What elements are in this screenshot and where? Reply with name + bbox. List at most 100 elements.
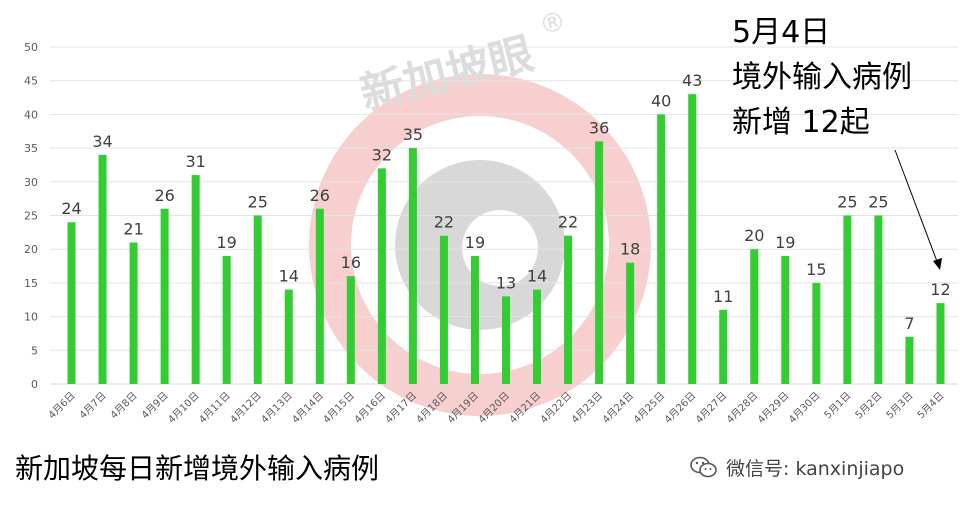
callout-subject: 境外输入病例 — [732, 60, 912, 95]
bar — [781, 255, 790, 384]
data-label: 34 — [92, 132, 112, 151]
wechat-id: 微信号: kanxinjiapo — [690, 452, 904, 482]
x-tick-label: 4月8日 — [108, 390, 140, 422]
x-tick-label: 4月16日 — [352, 390, 388, 426]
bar — [346, 276, 355, 384]
bar — [191, 175, 200, 384]
data-label: 11 — [713, 287, 733, 306]
data-label: 25 — [837, 193, 857, 212]
bar — [874, 215, 883, 384]
data-label: 21 — [123, 219, 143, 238]
x-tick-label: 4月24日 — [600, 390, 636, 426]
data-label: 26 — [154, 186, 174, 205]
data-label: 22 — [558, 213, 578, 232]
data-labels: 24 34 21 26 31 19 25 14 26 16 32 35 22 19 13 14 22 36 18 40… — [61, 71, 950, 333]
watermark-dot — [462, 210, 538, 286]
bar — [315, 208, 324, 384]
watermark: 新加坡眼 ® — [309, 6, 651, 416]
x-tick-label: 4月28日 — [724, 390, 760, 426]
y-tick-label: 30 — [24, 176, 38, 189]
bar — [160, 208, 169, 384]
data-label: 19 — [217, 233, 237, 252]
bar — [222, 255, 231, 384]
y-tick-label: 45 — [24, 75, 38, 88]
bar — [284, 289, 293, 384]
data-label: 13 — [496, 273, 516, 292]
data-label: 20 — [744, 226, 764, 245]
wechat-label: 微信号: kanxinjiapo — [726, 457, 905, 480]
data-label: 32 — [372, 145, 392, 164]
x-tick-label: 4月6日 — [46, 390, 78, 422]
y-axis: 0 5 10 15 20 25 30 35 40 45 50 — [24, 41, 38, 391]
callout-date: 5月4日 — [732, 15, 831, 50]
x-tick-label: 4月9日 — [139, 390, 171, 422]
data-label: 14 — [527, 267, 547, 286]
data-label: 19 — [465, 233, 485, 252]
bar — [812, 282, 821, 384]
bar — [408, 148, 417, 384]
y-tick-label: 40 — [24, 108, 38, 121]
y-tick-label: 35 — [24, 142, 38, 155]
x-tick-label: 4月13日 — [259, 390, 295, 426]
x-tick-label: 5月2日 — [853, 390, 885, 422]
chart-title: 新加坡每日新增境外输入病例 — [15, 452, 380, 485]
y-tick-label: 10 — [24, 311, 38, 324]
x-tick-label: 4月14日 — [290, 390, 326, 426]
x-tick-label: 4月15日 — [321, 390, 357, 426]
bar — [502, 296, 510, 384]
bar — [936, 303, 945, 384]
data-label: 36 — [589, 118, 609, 137]
data-label: 14 — [279, 267, 299, 286]
bar — [626, 262, 635, 384]
data-label: 31 — [185, 152, 205, 171]
x-tick-label: 4月11日 — [197, 390, 233, 426]
bar — [470, 255, 479, 384]
data-label: 25 — [868, 193, 888, 212]
data-label: 40 — [651, 91, 671, 110]
wechat-icon — [690, 456, 717, 478]
bar — [439, 235, 448, 384]
callout-arrow — [894, 149, 939, 265]
y-tick-label: 50 — [24, 41, 38, 54]
bar — [657, 114, 666, 385]
data-label: 43 — [682, 71, 702, 90]
x-tick-label: 4月10日 — [166, 390, 202, 426]
bar — [129, 242, 138, 384]
y-tick-label: 0 — [31, 378, 38, 391]
data-label: 15 — [806, 260, 826, 279]
x-tick-label: 4月23日 — [569, 390, 605, 426]
y-tick-label: 5 — [31, 344, 38, 357]
y-tick-label: 15 — [24, 277, 38, 290]
bar — [564, 235, 573, 384]
data-label: 22 — [434, 213, 454, 232]
bar — [67, 222, 76, 384]
bar — [98, 154, 107, 384]
y-tick-label: 20 — [24, 243, 38, 256]
x-tick-label: 5月1日 — [822, 390, 854, 422]
bar — [253, 215, 262, 384]
bar — [377, 168, 386, 384]
x-tick-label: 4月29日 — [755, 390, 791, 426]
x-tick-label: 4月25日 — [631, 390, 667, 426]
x-tick-label: 4月26日 — [662, 390, 698, 426]
data-label: 19 — [775, 233, 795, 252]
callout-annotation: 5月4日 境外输入病例 新增 12起 — [732, 10, 912, 145]
x-tick-label: 4月12日 — [228, 390, 264, 426]
bar — [905, 336, 914, 384]
callout-count: 新增 12起 — [732, 105, 870, 140]
bar — [843, 215, 852, 384]
data-label: 16 — [341, 253, 361, 272]
data-label: 24 — [61, 199, 81, 218]
bar — [750, 249, 759, 384]
data-label: 25 — [248, 193, 268, 212]
bar — [719, 309, 728, 384]
x-tick-label: 4月30日 — [786, 390, 822, 426]
watermark-ring — [309, 74, 651, 416]
x-tick-label: 5月4日 — [915, 390, 947, 422]
y-tick-label: 25 — [24, 210, 38, 223]
x-tick-label: 4月7日 — [77, 390, 109, 422]
x-tick-label: 5月3日 — [884, 390, 916, 422]
data-label: 26 — [310, 186, 330, 205]
bar — [595, 141, 604, 384]
